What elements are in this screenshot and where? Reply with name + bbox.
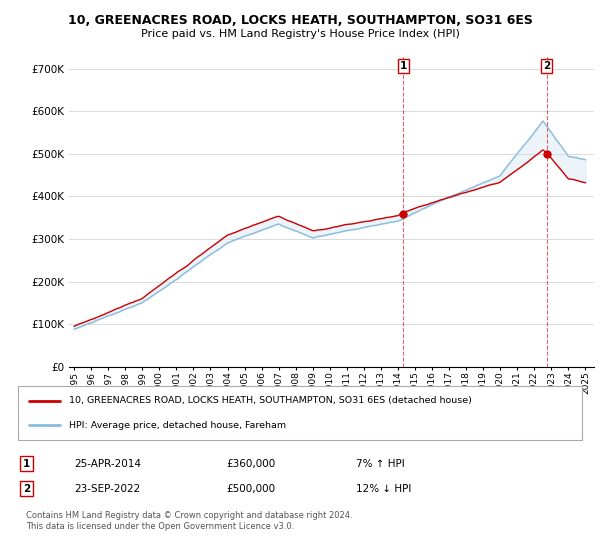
Text: 2: 2 (543, 60, 550, 71)
Text: 7% ↑ HPI: 7% ↑ HPI (356, 459, 405, 469)
Text: 12% ↓ HPI: 12% ↓ HPI (356, 484, 412, 493)
Text: HPI: Average price, detached house, Fareham: HPI: Average price, detached house, Fare… (69, 421, 286, 430)
Text: 10, GREENACRES ROAD, LOCKS HEATH, SOUTHAMPTON, SO31 6ES: 10, GREENACRES ROAD, LOCKS HEATH, SOUTHA… (68, 14, 532, 27)
Text: 25-APR-2014: 25-APR-2014 (74, 459, 142, 469)
Text: Price paid vs. HM Land Registry's House Price Index (HPI): Price paid vs. HM Land Registry's House … (140, 29, 460, 39)
Text: 23-SEP-2022: 23-SEP-2022 (74, 484, 140, 493)
FancyBboxPatch shape (18, 386, 582, 440)
Text: 1: 1 (23, 459, 30, 469)
Text: £360,000: £360,000 (227, 459, 276, 469)
Text: Contains HM Land Registry data © Crown copyright and database right 2024.
This d: Contains HM Land Registry data © Crown c… (26, 511, 353, 531)
Text: 1: 1 (400, 60, 407, 71)
Text: £500,000: £500,000 (227, 484, 276, 493)
Text: 10, GREENACRES ROAD, LOCKS HEATH, SOUTHAMPTON, SO31 6ES (detached house): 10, GREENACRES ROAD, LOCKS HEATH, SOUTHA… (69, 396, 472, 405)
Text: 2: 2 (23, 484, 30, 493)
